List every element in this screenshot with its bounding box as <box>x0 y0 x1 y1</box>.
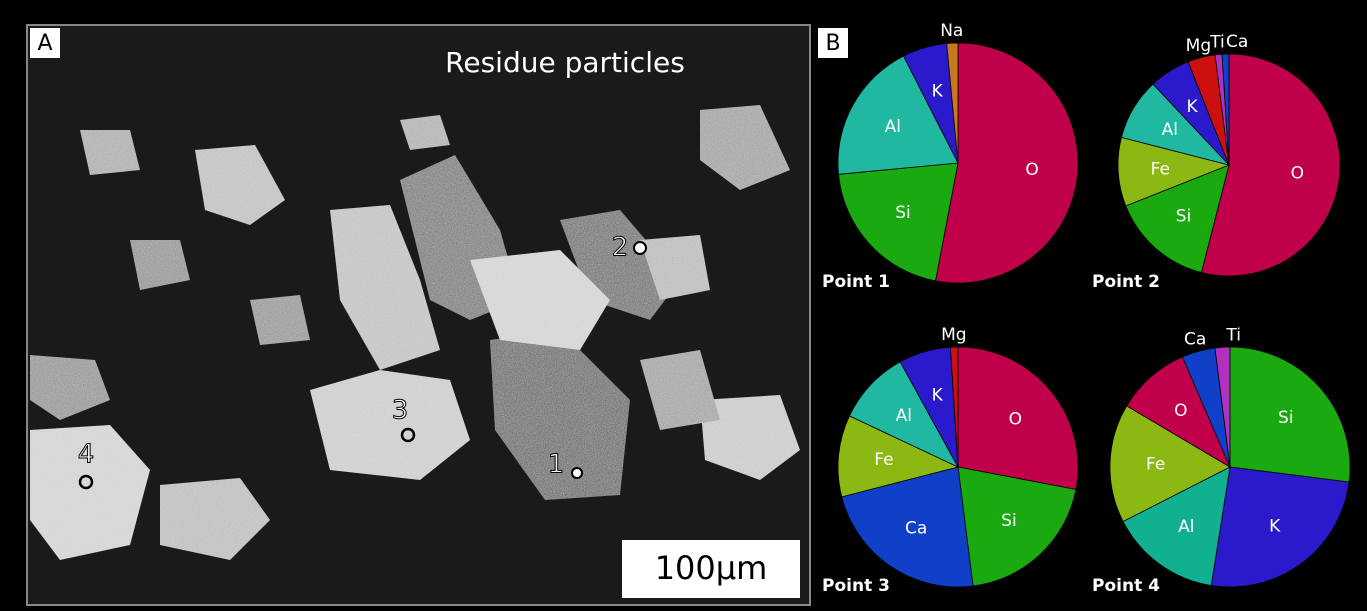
point-label: 1 <box>548 450 565 480</box>
slice-label: Al <box>896 406 912 426</box>
particle <box>30 425 150 560</box>
pie-slice <box>957 346 1079 490</box>
particle <box>80 130 140 175</box>
pie-slice <box>1200 53 1341 277</box>
slice-label: Si <box>1278 408 1294 428</box>
pie-slice <box>841 466 974 588</box>
point-marker <box>78 474 94 490</box>
pie-slice <box>1126 356 1231 468</box>
sem-image: A Residue particles 1 2 3 4 100μm <box>26 24 811 606</box>
particle <box>195 145 285 225</box>
slice-label: Ti <box>1209 33 1225 53</box>
slice-label: O <box>1009 410 1022 430</box>
pie-slice <box>1214 346 1231 468</box>
particle <box>130 240 190 290</box>
slice-label: Ca <box>905 519 927 539</box>
slice-label: Mg <box>1186 36 1211 56</box>
panel-label: B <box>825 31 840 56</box>
slice-label: O <box>1025 160 1038 180</box>
pie-title: Point 3 <box>822 576 890 596</box>
slice-label: K <box>1269 516 1281 536</box>
point-marker <box>571 467 583 479</box>
slice-label: K <box>932 386 944 406</box>
pie-slice <box>838 162 959 282</box>
slice-label: Fe <box>1146 455 1165 475</box>
pie-slice <box>946 42 959 164</box>
slice-label: Na <box>940 21 963 41</box>
point-marker <box>633 241 647 255</box>
panel-label: A <box>37 31 52 56</box>
slice-label: Si <box>1176 207 1192 227</box>
slice-label: Mg <box>941 325 966 345</box>
particle <box>640 235 710 300</box>
point-label: 3 <box>392 396 409 426</box>
slice-label: Al <box>1162 120 1178 140</box>
image-title: Residue particles <box>445 46 685 79</box>
pie-slice <box>837 415 960 498</box>
pie-slice <box>1221 53 1230 166</box>
pie-title: Point 4 <box>1092 576 1160 596</box>
slice-label: Ca <box>1226 32 1248 52</box>
pie-slice <box>957 466 1077 587</box>
slice-label: Al <box>885 117 901 137</box>
point-label: 2 <box>612 233 629 263</box>
slice-label: Ca <box>1184 330 1206 350</box>
particle <box>700 105 790 190</box>
point-label: 4 <box>78 440 95 470</box>
slice-label: Ti <box>1225 325 1241 345</box>
particle <box>640 350 720 430</box>
pie-slice <box>950 346 959 468</box>
slice-label: K <box>932 82 944 102</box>
particle <box>470 250 610 350</box>
pie-slice <box>1109 405 1231 523</box>
slice-label: Si <box>1001 511 1017 531</box>
slice-label: K <box>1187 97 1199 117</box>
scale-bar-box <box>622 540 800 598</box>
pie-slice <box>1229 346 1351 483</box>
particles <box>30 105 800 560</box>
panel-label-box <box>30 28 60 58</box>
slice-label: Fe <box>1151 159 1170 179</box>
point-marker <box>400 427 416 443</box>
particle <box>310 370 470 480</box>
particle <box>160 478 270 560</box>
pie-slice <box>1210 466 1350 588</box>
particle <box>330 205 440 370</box>
pie-title: Point 1 <box>822 272 890 292</box>
pie-slice <box>935 42 1079 284</box>
slice-label: Al <box>1178 517 1194 537</box>
particle <box>30 355 110 420</box>
panel-label-box <box>818 28 848 58</box>
slice-label: Si <box>895 203 911 223</box>
particle <box>250 295 310 345</box>
slice-label: O <box>1291 164 1304 184</box>
pie-slice <box>848 361 959 468</box>
particle <box>400 115 450 150</box>
particle <box>490 330 630 500</box>
pie-slice <box>1122 466 1231 586</box>
pie-title: Point 2 <box>1092 272 1160 292</box>
particle <box>700 395 800 480</box>
pie-slice <box>1125 164 1230 274</box>
slice-label: O <box>1174 401 1187 421</box>
slice-label: Fe <box>874 450 893 470</box>
pie-slice <box>837 55 959 175</box>
scale-bar-label: 100μm <box>655 549 768 587</box>
